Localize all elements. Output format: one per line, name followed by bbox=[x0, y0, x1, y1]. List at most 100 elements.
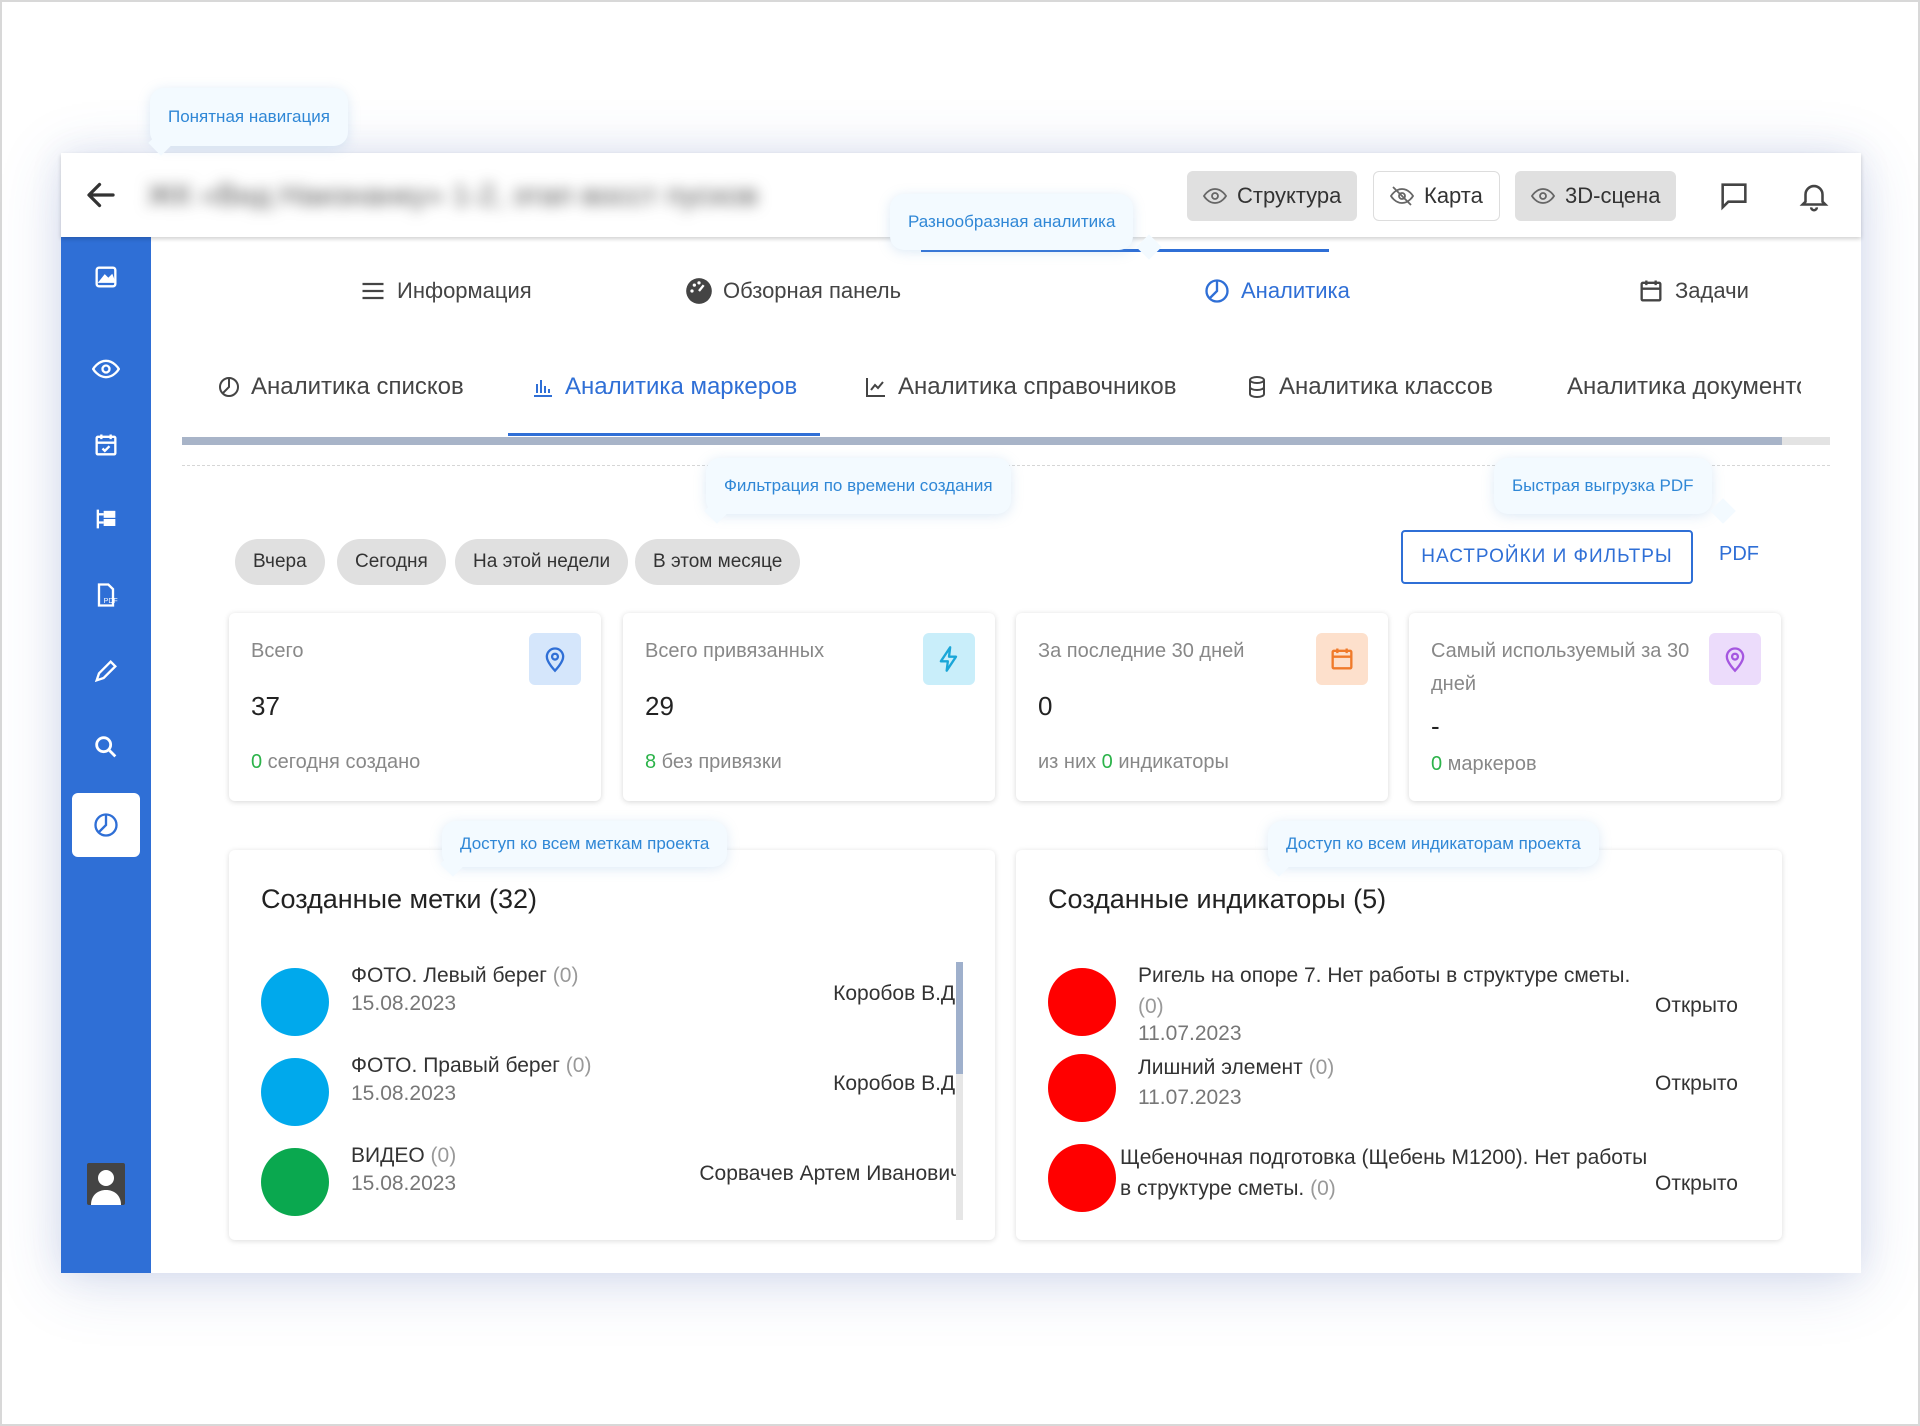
stat-footer: из них 0 индикаторы bbox=[1038, 751, 1229, 773]
database-icon bbox=[1249, 376, 1265, 399]
tab-analytics-label: Аналитика bbox=[1241, 278, 1350, 303]
search-icon bbox=[95, 736, 117, 758]
project-title: ЖК «Вид Наизнанку» 1-2, этап восст пуско… bbox=[147, 179, 759, 212]
line-chart-icon bbox=[866, 378, 885, 397]
tab-tasks-label: Задачи bbox=[1675, 278, 1749, 303]
item-name: ВИДЕО (0) bbox=[351, 1144, 457, 1167]
stat-card-last-30-days: За последние 30 дней 0 из них 0 индикато… bbox=[1016, 613, 1388, 801]
map-button[interactable]: Карта bbox=[1373, 171, 1500, 221]
eye-icon bbox=[1531, 188, 1555, 204]
stat-label: Всего bbox=[251, 640, 304, 662]
tab-list-analytics[interactable]: Аналитика списков bbox=[217, 373, 464, 401]
chip-yesterday[interactable]: Вчера bbox=[235, 539, 325, 585]
tab-reference-analytics-label: Аналитика справочников bbox=[898, 373, 1177, 400]
pencil-icon bbox=[94, 660, 117, 683]
list-item[interactable]: ВИДЕО (0) 15.08.2023 Сорвачев Артем Иван… bbox=[261, 1140, 961, 1220]
bell-icon[interactable] bbox=[1797, 179, 1831, 213]
pie-chart-icon bbox=[1205, 279, 1229, 303]
list-item[interactable]: Щебеночная подготовка (Щебень М1200). Не… bbox=[1048, 1142, 1748, 1222]
sidebar-item-structure[interactable] bbox=[72, 487, 140, 551]
active-tab-underline bbox=[921, 249, 1329, 252]
pdf-file-icon: PDF bbox=[97, 583, 118, 607]
callout-pdf-export: Быстрая выгрузка PDF bbox=[1494, 458, 1736, 524]
item-name: ФОТО. Левый берег (0) bbox=[351, 964, 579, 987]
sidebar-item-edit[interactable] bbox=[72, 639, 140, 703]
item-date: 15.08.2023 bbox=[351, 1172, 457, 1195]
item-date: 11.07.2023 bbox=[1138, 1022, 1242, 1045]
sidebar-item-search[interactable] bbox=[72, 715, 140, 779]
pie-chart-icon bbox=[219, 377, 239, 397]
chip-this-month[interactable]: В этом месяце bbox=[635, 539, 801, 585]
svg-text:PDF: PDF bbox=[104, 598, 118, 605]
panel-title: Созданные индикаторы (5) bbox=[1048, 884, 1387, 914]
sidebar-item-tasks[interactable] bbox=[72, 413, 140, 477]
list-scrollbar-track[interactable] bbox=[956, 962, 963, 1220]
list-item[interactable]: ФОТО. Левый берег (0) 15.08.2023 Коробов… bbox=[261, 960, 961, 1040]
item-date: 15.08.2023 bbox=[351, 992, 457, 1015]
map-pin-icon bbox=[529, 633, 581, 685]
item-name: Щебеночная подготовка (Щебень М1200). Не… bbox=[1120, 1146, 1648, 1200]
tab-analytics[interactable]: Аналитика bbox=[1203, 277, 1350, 305]
list-scrollbar-thumb[interactable] bbox=[956, 962, 963, 1074]
stat-value: - bbox=[1431, 711, 1440, 741]
pdf-export-button[interactable]: PDF bbox=[1719, 543, 1759, 565]
avatar[interactable] bbox=[87, 1163, 125, 1205]
item-status: Открыто bbox=[1655, 1172, 1738, 1195]
stat-label: Самый используемый за 30 дней bbox=[1431, 640, 1690, 695]
tree-structure-icon bbox=[96, 509, 116, 529]
tab-marker-analytics[interactable]: Аналитика маркеров bbox=[531, 373, 797, 401]
tab-reference-analytics[interactable]: Аналитика справочников bbox=[864, 373, 1176, 401]
bar-chart-icon bbox=[534, 380, 552, 397]
list-item[interactable]: ФОТО. Правый берег (0) 15.08.2023 Коробо… bbox=[261, 1050, 961, 1130]
callout-analytics: Разнообразная аналитика bbox=[890, 194, 1162, 260]
dashboard-icon bbox=[686, 278, 712, 304]
map-pin-icon bbox=[1709, 633, 1761, 685]
3d-scene-button[interactable]: 3D-сцена bbox=[1515, 171, 1677, 221]
item-author: Сорвачев Артем Иванович bbox=[699, 1162, 961, 1185]
tab-information-label: Информация bbox=[397, 278, 532, 303]
indicator-color-dot bbox=[1048, 968, 1116, 1036]
tab-document-analytics-label: Аналитика документо bbox=[1567, 373, 1801, 400]
calendar-check-icon bbox=[95, 434, 117, 456]
tab-overview[interactable]: Обзорная панель bbox=[685, 277, 901, 305]
item-date: 15.08.2023 bbox=[351, 1082, 457, 1105]
item-author: Коробов В.Д. bbox=[833, 1072, 961, 1095]
eye-off-icon bbox=[1390, 186, 1414, 206]
sidebar-item-pdf[interactable]: PDF bbox=[72, 563, 140, 627]
chat-icon[interactable] bbox=[1717, 179, 1751, 213]
settings-filters-button[interactable]: НАСТРОЙКИ И ФИЛЬТРЫ bbox=[1401, 530, 1693, 584]
marker-color-dot bbox=[261, 1058, 329, 1126]
tab-marker-analytics-label: Аналитика маркеров bbox=[565, 373, 798, 400]
sidebar-item-analytics[interactable] bbox=[72, 793, 140, 857]
item-date: 11.07.2023 bbox=[1138, 1086, 1242, 1109]
sidebar-item-image[interactable] bbox=[72, 245, 140, 309]
stat-footer: 0 сегодня создано bbox=[251, 751, 421, 773]
tab-document-analytics[interactable]: Аналитика документо bbox=[1557, 373, 1801, 401]
3d-scene-button-label: 3D-сцена bbox=[1565, 183, 1661, 208]
tab-tasks[interactable]: Задачи bbox=[1637, 277, 1749, 305]
tab-list-analytics-label: Аналитика списков bbox=[251, 373, 464, 400]
list-item[interactable]: Лишний элемент (0) 11.07.2023 Открыто bbox=[1048, 1052, 1748, 1132]
tab-class-analytics[interactable]: Аналитика классов bbox=[1245, 373, 1493, 401]
marker-color-dot bbox=[261, 1148, 329, 1216]
panel-title: Созданные метки (32) bbox=[261, 884, 537, 914]
list-item[interactable]: Ригель на опоре 7. Нет работы в структур… bbox=[1048, 960, 1748, 1045]
created-indicators-panel: Созданные индикаторы (5) Ригель на опоре… bbox=[1016, 850, 1782, 1240]
chip-this-week[interactable]: На этой недели bbox=[455, 539, 629, 585]
structure-button-label: Структура bbox=[1237, 183, 1342, 208]
item-status: Открыто bbox=[1655, 994, 1738, 1017]
calendar-icon bbox=[1316, 633, 1368, 685]
chip-today[interactable]: Сегодня bbox=[337, 539, 446, 585]
item-status: Открыто bbox=[1655, 1072, 1738, 1095]
stat-value: 29 bbox=[645, 691, 674, 721]
structure-button[interactable]: Структура bbox=[1187, 171, 1358, 221]
stat-value: 0 bbox=[1038, 691, 1053, 721]
back-arrow-icon[interactable] bbox=[83, 177, 119, 213]
main-tabs: Информация Обзорная панель Аналитика Зад… bbox=[151, 237, 1861, 337]
stat-footer: 0 маркеров bbox=[1431, 753, 1537, 775]
image-icon bbox=[95, 266, 117, 288]
eye-icon bbox=[92, 359, 120, 379]
tabs-scrollbar-thumb[interactable] bbox=[182, 437, 1782, 445]
tab-information[interactable]: Информация bbox=[359, 277, 532, 305]
sidebar-item-view[interactable] bbox=[72, 337, 140, 401]
